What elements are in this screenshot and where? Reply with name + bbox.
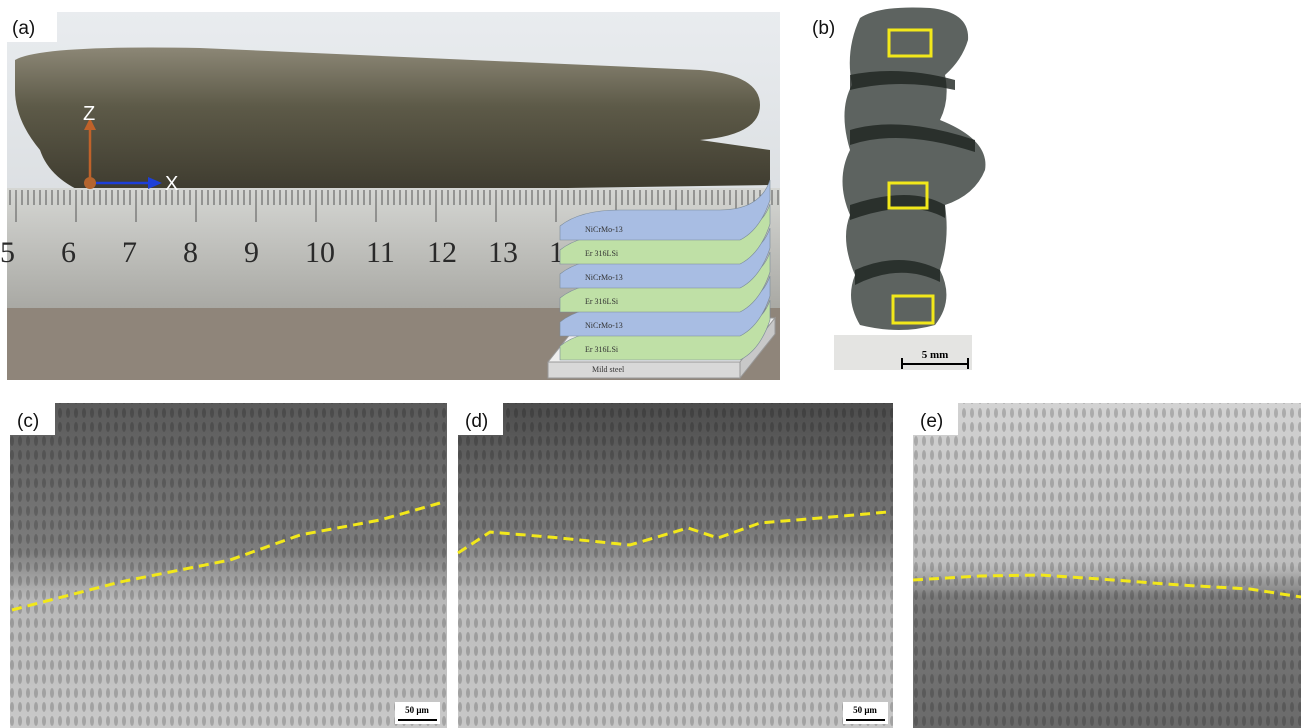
layer-label: NiCrMo-13 xyxy=(585,225,623,234)
ruler-number: 8 xyxy=(183,236,198,269)
ruler-number: 13 xyxy=(488,236,518,269)
panel-label: (e) xyxy=(920,411,943,432)
ruler-number: 7 xyxy=(122,236,137,269)
panel-label: (a) xyxy=(12,18,35,39)
deposit-wall xyxy=(15,48,770,196)
layer-label: Er 316LSi xyxy=(585,249,619,258)
base-side xyxy=(548,362,740,378)
axis-label: Z xyxy=(83,103,95,125)
layer-label: NiCrMo-13 xyxy=(585,321,623,330)
panel-d: 50 μm (d) xyxy=(458,403,893,728)
layer-label: Er 316LSi xyxy=(585,345,619,354)
scale-bar-label: 50 μm xyxy=(405,705,429,715)
figure: 567891011121314 Z X Mild steelEr 316LSiN… xyxy=(0,0,1301,728)
layer-label: NiCrMo-13 xyxy=(585,273,623,282)
axis-label: X xyxy=(165,173,178,195)
scale-bar-label: 50 μm xyxy=(853,705,877,715)
ruler-number: 6 xyxy=(61,236,76,269)
panel-label: (b) xyxy=(812,18,835,39)
texture xyxy=(913,403,1301,728)
panel-label: (c) xyxy=(17,411,39,432)
ruler-number: 12 xyxy=(427,236,457,269)
ruler-number: 9 xyxy=(244,236,259,269)
panel-e: (e) xyxy=(913,403,1301,728)
scale-bar-label: 5 mm xyxy=(922,349,949,361)
layer-label: Mild steel xyxy=(592,365,625,374)
texture xyxy=(10,403,447,728)
panel-label: (d) xyxy=(465,411,488,432)
panel-b: 5 mm (b) xyxy=(812,7,985,370)
ruler-number: 5 xyxy=(0,236,15,269)
origin xyxy=(84,177,96,189)
layer-label: Er 316LSi xyxy=(585,297,619,306)
texture xyxy=(458,403,893,728)
panel-c: 50 μm (c) xyxy=(10,403,447,728)
ruler-number: 10 xyxy=(305,236,335,269)
ruler-number: 11 xyxy=(366,236,395,269)
